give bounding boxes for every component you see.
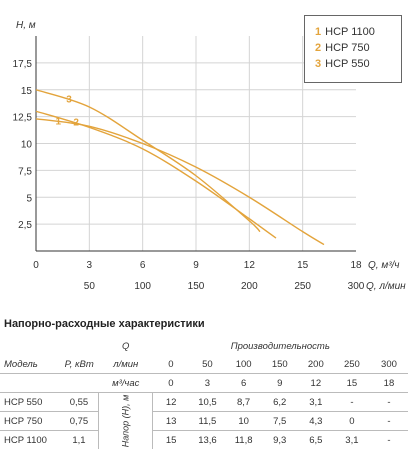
table-cell: 15	[333, 373, 370, 393]
table-cell: 12	[152, 392, 190, 412]
table-cell: 50	[202, 358, 213, 370]
table-cell: -	[369, 392, 408, 412]
x-tick-label: 12	[244, 260, 256, 271]
legend-label: HCP 750	[325, 42, 370, 54]
table-cell: 100	[235, 358, 252, 370]
legend-item-1: 1 HCP 1100	[315, 24, 401, 40]
table-row: HCP 750 0,75 13 11,5 10 7,5 4,3 0 -	[0, 411, 408, 431]
head-label: Напор (Н), м	[120, 394, 131, 447]
y-tick-label: 5	[26, 193, 32, 204]
performance-table: Q Производительность Модель P, кВт л/мин…	[0, 337, 408, 449]
table-cell: 11,8	[225, 430, 262, 449]
x2-tick-label: 200	[241, 281, 258, 292]
legend-number: 1	[315, 26, 322, 38]
performance-header: Производительность	[230, 340, 330, 352]
table-row-m3h: м³/час 0 3 6 9 12 15 18	[0, 373, 408, 393]
legend-item-2: 2 HCP 750	[315, 40, 401, 56]
head-label-cell: Напор (Н), м	[98, 392, 153, 449]
legend-label: HCP 550	[325, 58, 370, 70]
table-title: Напорно-расходные характеристики	[4, 318, 205, 330]
series-line-1	[35, 118, 325, 246]
x-tick-label: 15	[297, 260, 309, 271]
table-cell: 18	[369, 373, 408, 393]
table-cell: 12	[297, 373, 334, 393]
power-header: P, кВт	[64, 358, 94, 370]
model-name: HCP 1100	[0, 430, 60, 449]
table-cell: 0	[168, 358, 174, 370]
table-cell: 10,5	[189, 392, 226, 412]
series-line-3	[35, 89, 261, 233]
table-cell: 4,3	[297, 411, 334, 431]
table-cell: -	[369, 430, 408, 449]
table-cell: 10	[225, 411, 262, 431]
x2-axis-label: Q, л/мин	[366, 281, 406, 292]
x2-tick-label: 250	[294, 281, 311, 292]
table-cell: 250	[343, 358, 360, 370]
x2-tick-label: 300	[348, 281, 365, 292]
series-line-2	[35, 110, 277, 239]
x-tick-label: 6	[140, 260, 146, 271]
model-name: HCP 750	[0, 411, 60, 431]
x-axis-label: Q, м³/ч	[368, 260, 399, 271]
y-axis-label: H, м	[16, 20, 36, 31]
y-tick-label: 7,5	[18, 166, 32, 177]
x-tick-label: 18	[350, 260, 362, 271]
table-cell: 300	[381, 358, 397, 370]
table-cell: 8,7	[225, 392, 262, 412]
y-tick-label: 2,5	[18, 220, 32, 231]
power-value: 0,55	[59, 392, 99, 412]
table-cell: 3	[189, 373, 226, 393]
table-cell: -	[369, 411, 408, 431]
table-cell: 11,5	[189, 411, 226, 431]
table-cell: -	[333, 392, 370, 412]
y-tick-label: 12,5	[13, 113, 33, 124]
legend-number: 3	[315, 58, 322, 70]
table-header-row: Q Производительность	[0, 337, 408, 355]
unit-lmin: л/мин	[113, 358, 139, 370]
table-cell: 15	[152, 430, 190, 449]
series-label-1: 1	[56, 117, 62, 128]
table-cell: 0	[333, 411, 370, 431]
power-value: 0,75	[59, 411, 99, 431]
series-label-3: 3	[66, 94, 72, 105]
table-cell: 9,3	[261, 430, 298, 449]
x2-tick-label: 100	[134, 281, 151, 292]
x-tick-label: 3	[87, 260, 93, 271]
legend-item-3: 3 HCP 550	[315, 56, 401, 72]
table-cell: 6	[225, 373, 262, 393]
table-cell: 6,2	[261, 392, 298, 412]
table-cell: 9	[261, 373, 298, 393]
table-cell: 6,5	[297, 430, 334, 449]
unit-m3h: м³/час	[98, 373, 153, 393]
series-label-2: 2	[73, 118, 79, 129]
table-cell: 13	[152, 411, 190, 431]
power-value: 1,1	[59, 430, 99, 449]
y-tick-label: 10	[21, 140, 33, 151]
table-cell: 0	[152, 373, 190, 393]
table-cell: 200	[307, 358, 324, 370]
model-name: HCP 550	[0, 392, 60, 412]
legend-label: HCP 1100	[325, 26, 375, 38]
table-cell: 7,5	[261, 411, 298, 431]
table-cell: 13,6	[189, 430, 226, 449]
table-row-lmin: Модель P, кВт л/мин 0 50 100 150 200 250…	[0, 355, 408, 374]
legend-number: 2	[315, 42, 322, 54]
table-row: HCP 1100 1,1 15 13,6 11,8 9,3 6,5 3,1 -	[0, 430, 408, 449]
table-cell: 150	[271, 358, 288, 370]
y-tick-label: 17,5	[13, 59, 33, 70]
x2-tick-label: 50	[84, 281, 96, 292]
x2-tick-label: 150	[188, 281, 205, 292]
chart-legend: 1 HCP 1100 2 HCP 750 3 HCP 550	[304, 15, 402, 83]
table-cell: 3,1	[297, 392, 334, 412]
x-tick-label: 0	[33, 260, 39, 271]
x-tick-label: 9	[193, 260, 199, 271]
table-cell: 3,1	[333, 430, 370, 449]
q-label: Q	[122, 340, 130, 352]
table-row: HCP 550 0,55 Напор (Н), м 12 10,5 8,7 6,…	[0, 392, 408, 449]
model-header: Модель	[4, 358, 38, 370]
y-tick-label: 15	[21, 86, 33, 97]
